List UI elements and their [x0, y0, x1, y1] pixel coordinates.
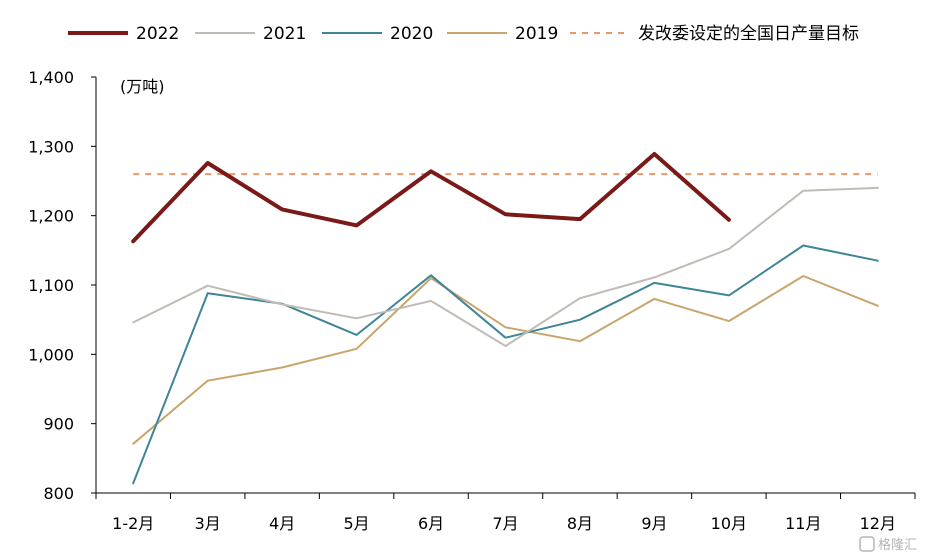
watermark: 格隆汇	[859, 536, 917, 553]
y-tick-label: 900	[43, 415, 74, 434]
y-tick-label: 1,300	[28, 137, 74, 156]
x-tick-label: 5月	[343, 514, 369, 533]
series-line-1	[132, 186, 879, 347]
series-line-2	[132, 244, 879, 485]
y-tick-label: 1,100	[28, 276, 74, 295]
x-tick-label: 9月	[641, 514, 667, 533]
y-tick-label: 1,200	[28, 207, 74, 226]
y-tick-label: 1,000	[28, 345, 74, 364]
legend-label: 2019	[515, 24, 558, 44]
watermark-text: 格隆汇	[878, 537, 917, 553]
x-tick-label: 10月	[711, 514, 747, 533]
x-tick-label: 12月	[860, 514, 896, 533]
legend-label: 2022	[136, 24, 179, 44]
legend: 2022 2021 2020 2019 发改委设定的全国日产量目标	[68, 24, 859, 44]
series-line-0	[131, 152, 731, 244]
legend-label: 发改委设定的全国日产量目标	[638, 24, 859, 44]
x-tick-label: 7月	[492, 514, 518, 533]
x-tick-label: 6月	[418, 514, 444, 533]
legend-label: 2020	[390, 24, 433, 44]
y-tick-label: 800	[43, 484, 74, 503]
x-tick-label: 3月	[195, 514, 221, 533]
watermark-logo-icon	[859, 536, 875, 552]
x-tick-label: 1-2月	[112, 514, 154, 533]
x-tick-label: 11月	[785, 514, 821, 533]
legend-label: 2021	[263, 24, 306, 44]
y-axis: 800 900 1,000 1,100 1,200 1,300 1,400	[28, 68, 97, 503]
x-tick-label: 4月	[269, 514, 295, 533]
series-line-3	[132, 275, 879, 445]
y-tick-label: 1,400	[28, 68, 74, 87]
y-unit-label: (万吨)	[120, 77, 165, 96]
x-axis: 1-2月 3月 4月 5月 6月 7月 8月 9月 10月 11月 12月	[95, 492, 916, 533]
series-lines	[131, 152, 879, 485]
x-tick-label: 8月	[567, 514, 593, 533]
